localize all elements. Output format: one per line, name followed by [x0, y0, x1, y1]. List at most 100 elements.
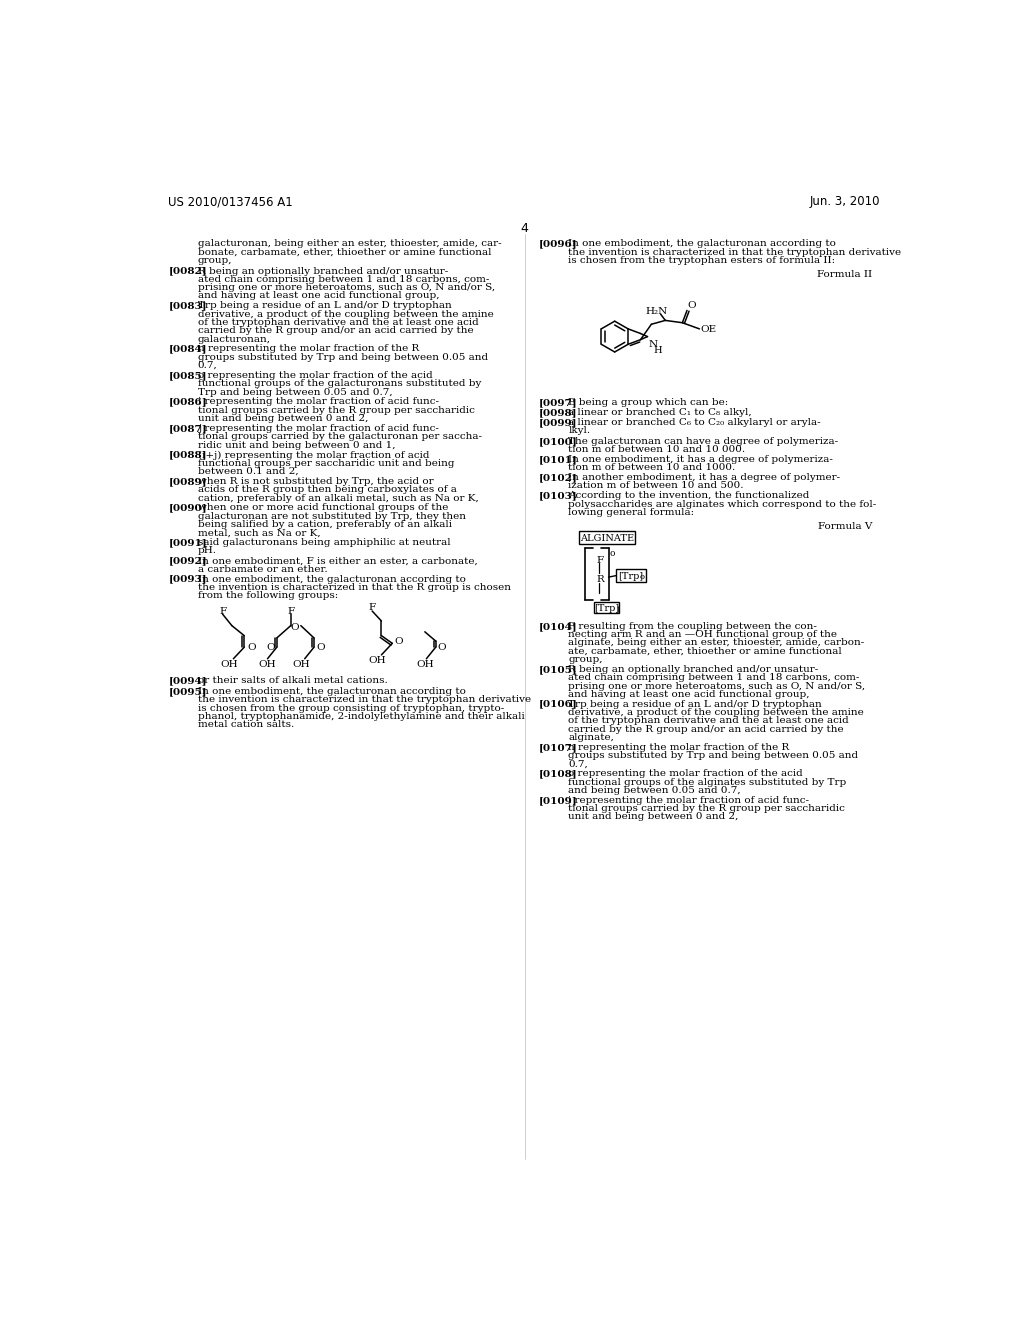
Text: galacturonan,: galacturonan,: [198, 334, 270, 343]
Text: [0099]: [0099]: [539, 418, 578, 426]
Text: when R is not substituted by Trp, the acid or: when R is not substituted by Trp, the ac…: [198, 477, 433, 486]
Text: O: O: [291, 623, 299, 632]
Text: [0106]: [0106]: [539, 700, 578, 709]
Text: between 0.1 and 2,: between 0.1 and 2,: [198, 467, 298, 477]
Text: Formula II: Formula II: [817, 269, 872, 279]
Text: In one embodiment, the galacturonan according to: In one embodiment, the galacturonan acco…: [198, 574, 466, 583]
Text: a linear or branched C₆ to C₂₀ alkylaryl or aryla-: a linear or branched C₆ to C₂₀ alkylaryl…: [568, 418, 821, 426]
Text: Trp and being between 0.05 and 0.7,: Trp and being between 0.05 and 0.7,: [198, 388, 392, 396]
Text: ALGINATE: ALGINATE: [580, 533, 634, 543]
Text: [0088]: [0088]: [168, 450, 207, 459]
Text: functional groups of the galacturonans substituted by: functional groups of the galacturonans s…: [198, 379, 481, 388]
Text: is chosen from the group consisting of tryptophan, trypto-: is chosen from the group consisting of t…: [198, 704, 504, 713]
Text: In one embodiment, it has a degree of polymeriza-: In one embodiment, it has a degree of po…: [568, 455, 834, 465]
Text: metal, such as Na or K,: metal, such as Na or K,: [198, 528, 321, 537]
Text: O: O: [266, 643, 274, 652]
Text: 4: 4: [521, 222, 528, 235]
Text: Trp being a residue of an L and/or D tryptophan: Trp being a residue of an L and/or D try…: [568, 700, 822, 709]
Text: a linear or branched C₁ to C₈ alkyl,: a linear or branched C₁ to C₈ alkyl,: [568, 408, 752, 417]
Text: (i+j) representing the molar fraction of acid: (i+j) representing the molar fraction of…: [198, 450, 429, 459]
Text: lkyl.: lkyl.: [568, 426, 590, 436]
Text: o representing the molar fraction of the acid: o representing the molar fraction of the…: [198, 371, 432, 380]
Text: R: R: [596, 574, 604, 583]
Text: ization m of between 10 and 500.: ization m of between 10 and 500.: [568, 482, 743, 491]
Text: H: H: [653, 346, 662, 355]
Text: tional groups carried by the galacturonan per saccha-: tional groups carried by the galacturona…: [198, 432, 481, 441]
Text: In one embodiment, the galacturonan according to: In one embodiment, the galacturonan acco…: [198, 688, 466, 696]
Text: [0089]: [0089]: [168, 477, 207, 486]
Text: F resulting from the coupling between the con-: F resulting from the coupling between th…: [568, 622, 817, 631]
Text: and having at least one acid functional group,: and having at least one acid functional …: [568, 690, 810, 698]
Text: [0107]: [0107]: [539, 743, 578, 752]
FancyBboxPatch shape: [579, 531, 635, 544]
Text: 0.7,: 0.7,: [568, 759, 588, 768]
Text: [0094]: [0094]: [168, 676, 207, 685]
Text: [0093]: [0093]: [168, 574, 207, 583]
Text: o: o: [609, 549, 614, 558]
Text: OE: OE: [700, 325, 717, 334]
Text: ated chain comprising between 1 and 18 carbons, com-: ated chain comprising between 1 and 18 c…: [568, 673, 859, 682]
Text: [0091]: [0091]: [168, 539, 207, 548]
Text: alginate, being either an ester, thioester, amide, carbon-: alginate, being either an ester, thioest…: [568, 639, 864, 647]
Text: of the tryptophan derivative and the at least one acid: of the tryptophan derivative and the at …: [568, 717, 849, 726]
Text: F: F: [596, 556, 603, 565]
Text: unit and being between 0 and 2,: unit and being between 0 and 2,: [568, 812, 738, 821]
Text: [Trp]: [Trp]: [594, 603, 620, 612]
Text: prising one or more heteroatoms, such as O, N and/or S,: prising one or more heteroatoms, such as…: [568, 681, 865, 690]
Text: [0087]: [0087]: [168, 424, 207, 433]
Text: or their salts of alkali metal cations.: or their salts of alkali metal cations.: [198, 676, 387, 685]
Text: [0101]: [0101]: [539, 455, 578, 465]
Text: tional groups carried by the R group per saccharidic: tional groups carried by the R group per…: [198, 405, 475, 414]
Text: o representing the molar fraction of the acid: o representing the molar fraction of the…: [568, 770, 803, 779]
Text: F: F: [369, 603, 376, 611]
Text: when one or more acid functional groups of the: when one or more acid functional groups …: [198, 503, 449, 512]
Text: [0090]: [0090]: [168, 503, 207, 512]
Text: O: O: [437, 643, 446, 652]
Text: [0083]: [0083]: [168, 301, 207, 310]
Text: OH: OH: [293, 660, 310, 669]
Text: metal cation salts.: metal cation salts.: [198, 721, 294, 730]
Text: galacturonan, being either an ester, thioester, amide, car-: galacturonan, being either an ester, thi…: [198, 239, 502, 248]
Text: said galacturonans being amphiphilic at neutral: said galacturonans being amphiphilic at …: [198, 539, 451, 548]
Text: E being a group which can be:: E being a group which can be:: [568, 399, 728, 407]
Text: tion m of between 10 and 1000.: tion m of between 10 and 1000.: [568, 463, 735, 473]
Text: [0095]: [0095]: [168, 688, 207, 696]
Text: H₂N: H₂N: [645, 308, 668, 317]
Text: [0104]: [0104]: [539, 622, 578, 631]
Text: functional groups per saccharidic unit and being: functional groups per saccharidic unit a…: [198, 459, 455, 467]
Text: In one embodiment, the galacturonan according to: In one embodiment, the galacturonan acco…: [568, 239, 836, 248]
Text: prising one or more heteroatoms, such as O, N and/or S,: prising one or more heteroatoms, such as…: [198, 284, 495, 292]
Text: derivative, a product of the coupling between the amine: derivative, a product of the coupling be…: [568, 708, 864, 717]
Text: [0109]: [0109]: [539, 796, 578, 805]
Text: lowing general formula:: lowing general formula:: [568, 508, 694, 517]
Text: O: O: [248, 643, 256, 652]
Text: ate, carbamate, ether, thioether or amine functional: ate, carbamate, ether, thioether or amin…: [568, 647, 842, 656]
Text: US 2010/0137456 A1: US 2010/0137456 A1: [168, 195, 293, 209]
Text: functional groups of the alginates substituted by Trp: functional groups of the alginates subst…: [568, 777, 847, 787]
Text: R being an optionally branched and/or unsatur-: R being an optionally branched and/or un…: [568, 665, 818, 675]
Text: cation, preferably of an alkali metal, such as Na or K,: cation, preferably of an alkali metal, s…: [198, 494, 478, 503]
Text: In another embodiment, it has a degree of polymer-: In another embodiment, it has a degree o…: [568, 473, 841, 482]
Text: j representing the molar fraction of acid func-: j representing the molar fraction of aci…: [198, 424, 438, 433]
Text: OH: OH: [259, 660, 276, 669]
Text: i representing the molar fraction of acid func-: i representing the molar fraction of aci…: [568, 796, 809, 805]
Text: O: O: [688, 301, 696, 310]
Text: [0082]: [0082]: [168, 267, 207, 276]
Text: unit and being between 0 and 2,: unit and being between 0 and 2,: [198, 414, 368, 422]
Text: the invention is characterized in that the tryptophan derivative: the invention is characterized in that t…: [568, 248, 901, 256]
Text: N: N: [648, 339, 657, 348]
Text: [Trp]: [Trp]: [618, 572, 643, 581]
Text: carried by the R group and/or an acid carried by the: carried by the R group and/or an acid ca…: [198, 326, 473, 335]
Text: and being between 0.05 and 0.7,: and being between 0.05 and 0.7,: [568, 785, 740, 795]
Text: the invention is characterized in that the tryptophan derivative: the invention is characterized in that t…: [198, 696, 530, 705]
Text: polysaccharides are alginates which correspond to the fol-: polysaccharides are alginates which corr…: [568, 500, 877, 508]
FancyBboxPatch shape: [594, 602, 620, 614]
Text: being salified by a cation, preferably of an alkali: being salified by a cation, preferably o…: [198, 520, 452, 529]
Text: pH.: pH.: [198, 546, 217, 556]
Text: alginate,: alginate,: [568, 733, 614, 742]
Text: Trp being a residue of an L and/or D tryptophan: Trp being a residue of an L and/or D try…: [198, 301, 452, 310]
Text: of the tryptophan derivative and the at least one acid: of the tryptophan derivative and the at …: [198, 318, 478, 327]
Text: groups substituted by Trp and being between 0.05 and: groups substituted by Trp and being betw…: [198, 352, 487, 362]
Text: tion m of between 10 and 10 000.: tion m of between 10 and 10 000.: [568, 445, 745, 454]
Text: R being an optionally branched and/or unsatur-: R being an optionally branched and/or un…: [198, 267, 449, 276]
